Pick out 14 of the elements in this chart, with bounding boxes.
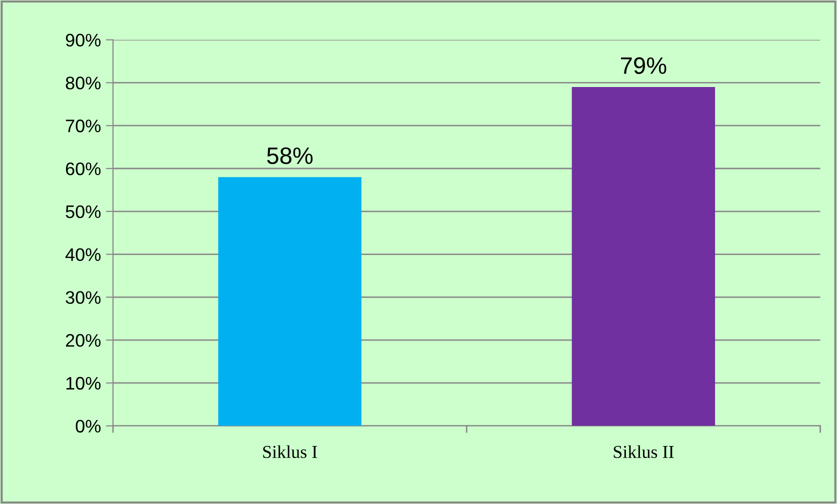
y-tick-label: 70% <box>66 120 101 132</box>
y-tick-label: 40% <box>65 248 101 262</box>
y-tick-label: 20% <box>66 334 101 347</box>
y-tick-label: 10% <box>66 376 101 390</box>
y-tick-label: 50% <box>66 205 101 218</box>
y-tick-label: 30% <box>66 291 101 304</box>
y-tick-label: 60% <box>66 162 101 176</box>
data-label: 58% <box>267 147 313 164</box>
x-tick-label: Siklus II <box>614 445 674 458</box>
y-tick-label: 90% <box>66 34 101 47</box>
y-tick-label: 0% <box>76 420 101 433</box>
x-tick-label: Siklus I <box>263 445 318 458</box>
y-tick-label: 80% <box>66 76 101 90</box>
data-label: 79% <box>621 57 666 74</box>
